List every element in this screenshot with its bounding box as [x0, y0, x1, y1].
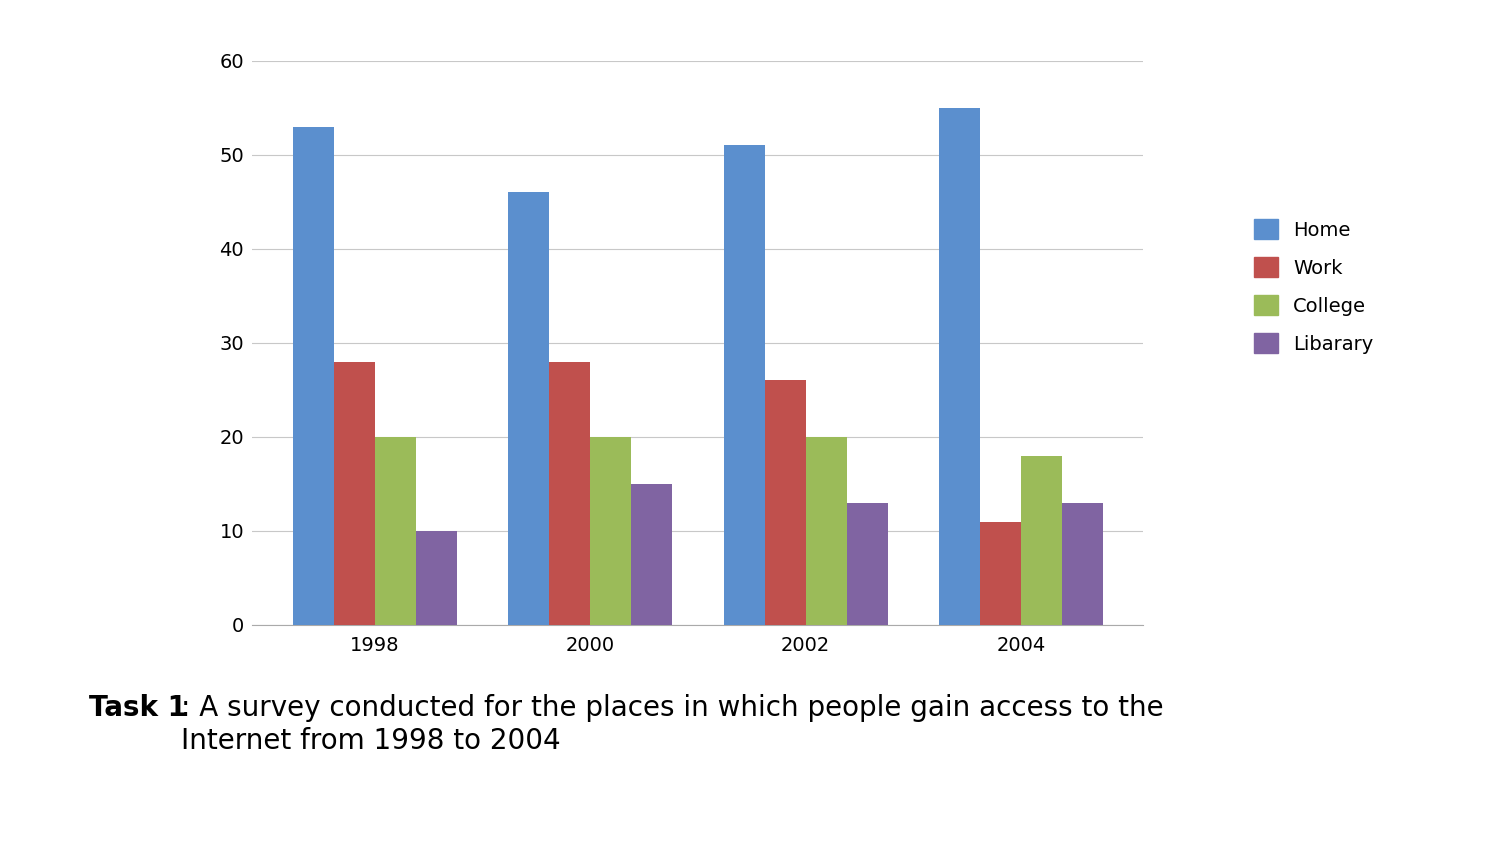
Bar [293, 127, 334, 625]
Legend: Home, Work, College, Libarary: Home, Work, College, Libarary [1244, 209, 1383, 364]
Bar [723, 145, 765, 625]
Bar [631, 483, 673, 625]
Bar [334, 362, 374, 625]
Bar [590, 437, 631, 625]
Text: : A survey conducted for the places in which people gain access to the
Internet : : A survey conducted for the places in w… [181, 694, 1164, 755]
Bar [846, 503, 888, 625]
Bar [1062, 503, 1103, 625]
Bar [549, 362, 590, 625]
Bar [1022, 456, 1062, 625]
Bar [980, 522, 1022, 625]
Bar [374, 437, 416, 625]
Bar [508, 193, 549, 625]
Bar [939, 108, 980, 625]
Bar [765, 380, 806, 625]
Bar [806, 437, 846, 625]
Bar [416, 531, 457, 625]
Text: Task 1: Task 1 [89, 694, 187, 722]
